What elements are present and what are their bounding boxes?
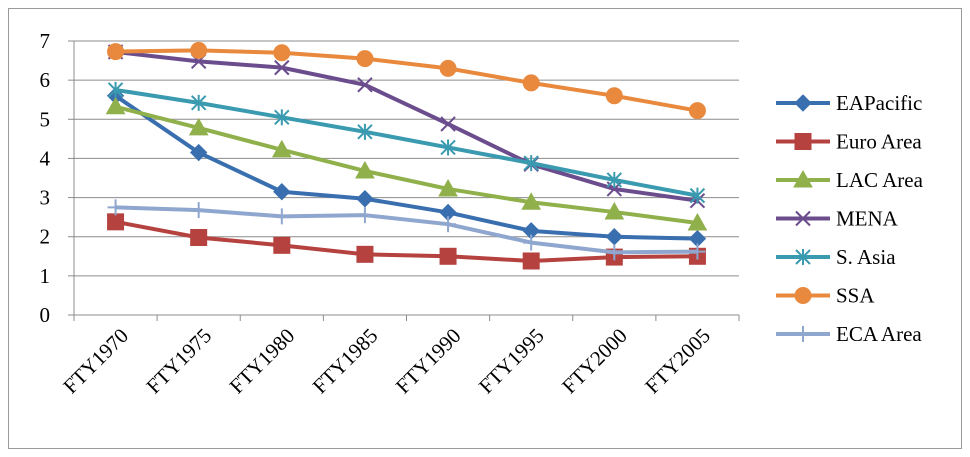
legend-label: ECA Area (836, 322, 922, 346)
data-point (688, 102, 706, 120)
data-point (188, 117, 209, 136)
data-point (521, 192, 542, 210)
data-point (440, 216, 457, 233)
data-point (522, 252, 540, 270)
y-tick-label: 5 (40, 107, 51, 131)
series-line (115, 219, 698, 263)
legend-label: EAPacific (836, 91, 922, 115)
series-line (115, 49, 698, 203)
series-eca-area (107, 199, 706, 261)
data-point (522, 74, 540, 92)
legend-marker (794, 133, 812, 150)
legend-item: MENA (776, 207, 899, 231)
data-point (274, 59, 290, 76)
data-point (357, 123, 373, 140)
legend-label: LAC Area (836, 168, 924, 192)
legend-item: EAPacific (776, 91, 922, 115)
data-point (356, 50, 374, 68)
legend-item: LAC Area (776, 168, 924, 192)
data-point (273, 236, 291, 254)
x-tick-label: FTY1970 (58, 324, 133, 399)
legend-label: Euro Area (836, 130, 922, 154)
data-point (356, 207, 373, 224)
series-layer (105, 41, 708, 270)
y-tick-label: 0 (40, 303, 51, 327)
y-tick-label: 7 (40, 29, 51, 53)
chart-frame (8, 8, 962, 449)
legend-marker (795, 326, 811, 342)
x-tick-label: FTY1995 (474, 324, 549, 399)
x-tick-label: FTY1985 (308, 324, 383, 399)
data-point (356, 190, 374, 208)
data-point (523, 234, 540, 251)
legend-item: Euro Area (776, 130, 922, 154)
series-line (115, 205, 698, 255)
legend-marker (794, 94, 812, 112)
legend-marker (795, 210, 811, 227)
legend-marker (794, 287, 812, 304)
gridlines (74, 40, 739, 277)
y-tick-label: 1 (40, 264, 51, 288)
x-tick-label: FTY1990 (391, 324, 466, 399)
y-tick-label: 2 (40, 225, 51, 249)
series-s-asia (107, 81, 706, 204)
data-point (604, 202, 625, 220)
x-tick-label: FTY1980 (225, 324, 300, 399)
data-point (189, 143, 208, 162)
series-line (115, 87, 698, 198)
data-point (357, 77, 373, 93)
series-line (115, 104, 698, 225)
legend-marker (795, 249, 811, 265)
legend: EAPacific Euro Area LAC Area MENA S. Asia SSA… (776, 91, 924, 346)
data-point (689, 243, 706, 260)
data-point (274, 109, 290, 126)
x-tick-label: FTY2005 (640, 324, 715, 399)
series-eapacific (106, 87, 707, 248)
data-point (355, 160, 375, 179)
data-point (606, 244, 623, 261)
data-point (107, 43, 125, 61)
data-point (190, 41, 208, 59)
data-point (440, 139, 456, 156)
data-point (107, 199, 124, 216)
data-point (190, 202, 207, 219)
data-point (105, 96, 126, 115)
legend-item: ECA Area (776, 322, 922, 346)
y-tick-label: 4 (40, 146, 51, 170)
data-point (606, 171, 623, 188)
data-point (107, 81, 124, 98)
data-point (440, 116, 456, 132)
y-tick-label: 3 (40, 186, 51, 210)
data-point (190, 228, 208, 246)
legend-marker (793, 169, 813, 188)
data-point (273, 208, 290, 225)
series-line (115, 48, 698, 113)
data-point (523, 155, 539, 172)
data-point (689, 187, 706, 204)
data-point (356, 245, 374, 263)
y-tick-label: 6 (40, 68, 51, 92)
data-point (438, 178, 458, 197)
series-lac-area (105, 96, 708, 231)
data-point (273, 182, 291, 201)
x-tick-label: FTY1975 (141, 324, 216, 399)
data-point (439, 247, 457, 265)
data-point (273, 44, 291, 62)
data-point (605, 87, 623, 105)
data-point (190, 94, 207, 111)
series-ssa (107, 41, 706, 120)
legend-label: MENA (836, 207, 899, 231)
legend-item: SSA (776, 284, 875, 308)
data-point (687, 212, 708, 231)
x-tick-label: FTY2000 (557, 324, 632, 399)
series-line (114, 94, 698, 241)
legend-item: S. Asia (776, 245, 896, 269)
data-point (605, 228, 624, 246)
data-point (271, 139, 292, 158)
legend-label: SSA (836, 284, 875, 308)
data-point (439, 59, 457, 77)
legend-label: S. Asia (836, 245, 896, 269)
data-point (107, 213, 125, 231)
